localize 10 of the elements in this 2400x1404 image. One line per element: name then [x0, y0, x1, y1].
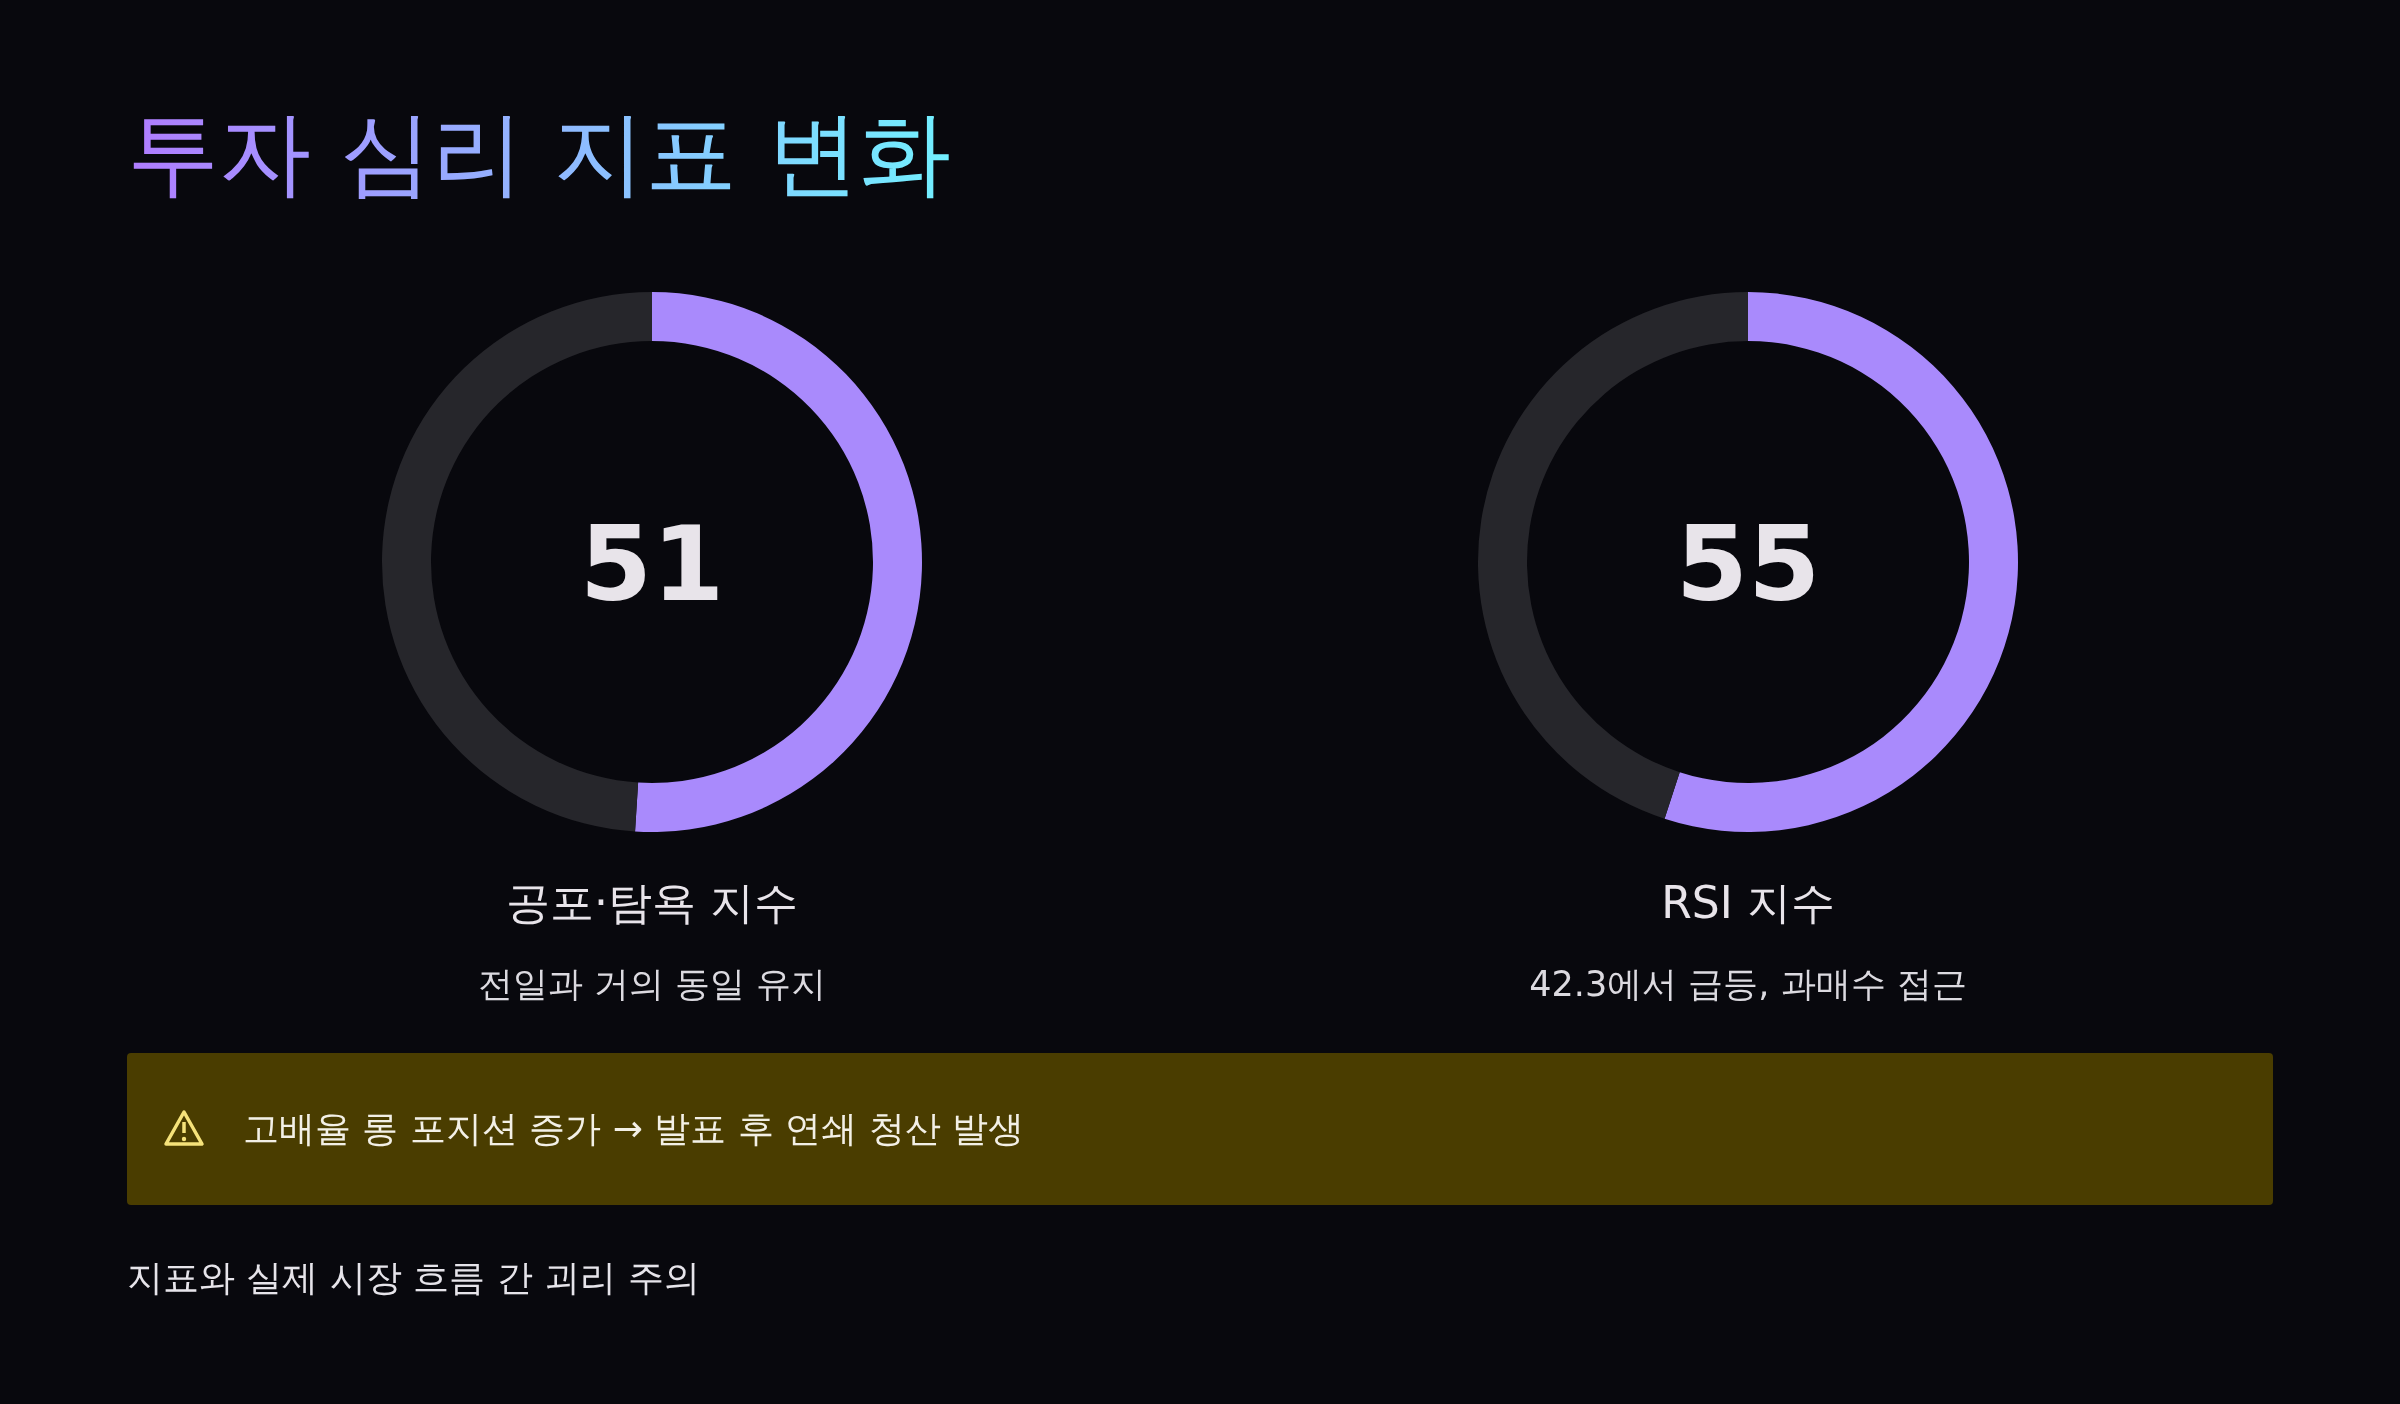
- text: 투자 심리 지표 변화: [127, 100, 951, 207]
- text: 42.3에서 급등, 과매수 접근: [1529, 964, 1967, 1004]
- donut-slice: [1664, 292, 2018, 832]
- text: RSI 지수: [1661, 877, 1835, 928]
- text: 공포·탐욕 지수: [506, 877, 798, 928]
- data-label: 51: [579, 503, 725, 625]
- text: 고배율 롱 포지션 증가 → 발표 후 연쇄 청산 발생: [243, 1108, 1025, 1149]
- text: 전일과 거의 동일 유지: [477, 964, 827, 1004]
- data-label: 55: [1675, 503, 1821, 625]
- text: 지표와 실제 시장 흐름 간 괴리 주의: [127, 1257, 700, 1298]
